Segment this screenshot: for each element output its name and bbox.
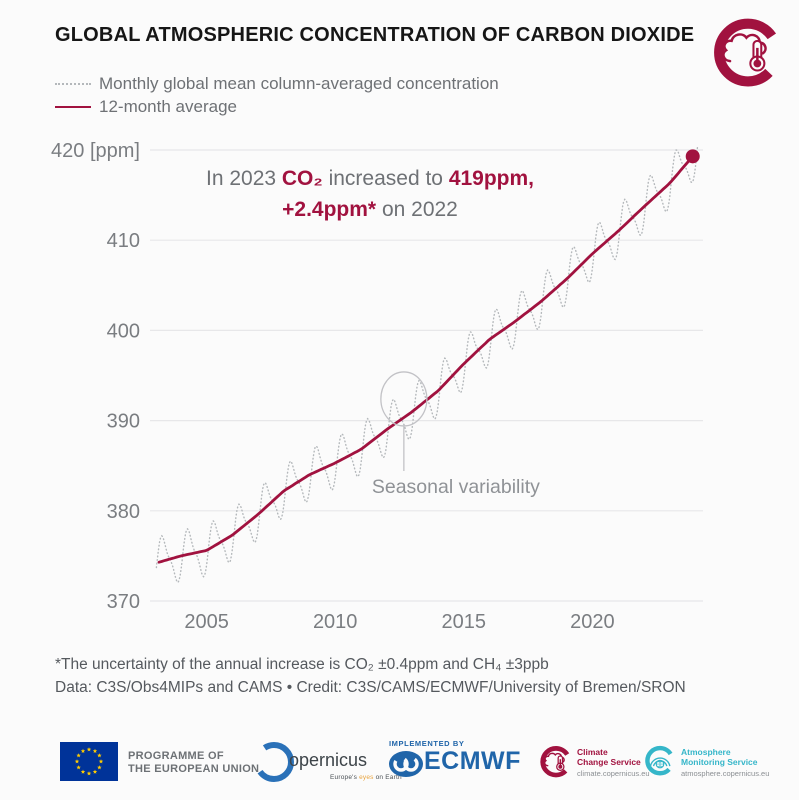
atmosphere-monitoring-service-icon xyxy=(645,745,675,776)
dotted-line-swatch xyxy=(55,82,91,85)
y-tick-label-380: 380 xyxy=(107,501,140,523)
eu-star xyxy=(80,769,86,774)
annotation-increase-value: +2.4ppm* xyxy=(282,198,377,221)
x-tick-label-2010: 2010 xyxy=(313,611,358,633)
logo-crescent xyxy=(540,746,572,778)
eu-programme-line1: PROGRAMME OF xyxy=(128,750,224,762)
x-tick-label-2015: 2015 xyxy=(442,611,487,633)
eu-star xyxy=(86,771,92,776)
eu-flag xyxy=(60,742,118,781)
logo-thermometer-column xyxy=(559,759,562,767)
y-tick-label-410: 410 xyxy=(107,230,140,252)
copernicus-tagline: Europe's eyes on Earth xyxy=(330,774,402,781)
eu-star xyxy=(97,753,102,758)
footnotes: *The uncertainty of the annual increase … xyxy=(55,653,686,699)
x-tick-label-2020: 2020 xyxy=(570,611,615,633)
end-value-dot xyxy=(685,149,700,164)
annotation-text: In 2023 xyxy=(205,167,282,190)
copernicus-arc xyxy=(254,742,294,782)
copernicus-wordmark: opernicus xyxy=(289,750,368,770)
ams-line2: Monitoring Service xyxy=(681,757,758,767)
eu-star xyxy=(74,759,80,764)
ecmwf-c2 xyxy=(403,756,419,772)
annotation-text: on 2022 xyxy=(376,198,458,221)
atmosphere-copernicus-url: atmosphere.copernicus.eu xyxy=(681,769,770,778)
annotation-419ppm: 419ppm, xyxy=(448,167,535,190)
ams-line1: Atmosphere xyxy=(681,747,731,757)
atmosphere-monitoring-service-label: Atmosphere Monitoring Service xyxy=(681,747,758,767)
series-12-month-average xyxy=(157,156,693,564)
logo-thermometer-column xyxy=(756,47,759,62)
copernicus-c-icon xyxy=(254,742,294,782)
annotation-co2: CO₂ xyxy=(281,167,323,190)
footnote-uncertainty: *The uncertainty of the annual increase … xyxy=(55,656,549,673)
y-tick-label-400: 400 xyxy=(107,320,140,342)
y-tick-label-420: 420 [ppm] xyxy=(51,140,140,162)
legend-item-average: 12-month average xyxy=(55,95,499,118)
tagline-text: Europe's xyxy=(330,774,360,781)
x-tick-label-2005: 2005 xyxy=(184,611,229,633)
eu-programme-line2: THE EUROPEAN UNION xyxy=(128,763,260,775)
eu-star xyxy=(92,748,98,753)
c3s-line2: Change Service xyxy=(577,757,641,767)
eu-programme-label: PROGRAMME OF THE EUROPEAN UNION xyxy=(128,750,259,776)
c3s-line1: Climate xyxy=(577,747,608,757)
page-title: GLOBAL ATMOSPHERIC CONCENTRATION OF CARB… xyxy=(55,24,695,46)
eu-star xyxy=(76,753,81,758)
y-tick-label-390: 390 xyxy=(107,411,140,433)
eu-star xyxy=(98,759,104,764)
annotation-2023-increase: In 2023 CO₂ increased to 419ppm, +2.4ppm… xyxy=(130,163,610,225)
climate-change-service-icon xyxy=(540,746,572,778)
solid-line-swatch xyxy=(55,105,91,108)
implemented-by-label: IMPLEMENTED BY xyxy=(389,739,465,748)
eu-flag-stars xyxy=(74,747,104,776)
eu-star xyxy=(86,747,92,752)
ecmwf-c1 xyxy=(393,756,409,772)
y-tick-label-370: 370 xyxy=(107,591,140,613)
eu-star xyxy=(92,769,98,774)
c3s-cloud-thermometer-logo xyxy=(714,18,782,87)
ams-arc-outer xyxy=(649,757,671,767)
ecmwf-wordmark: ECMWF xyxy=(424,747,521,775)
legend-label: 12-month average xyxy=(99,96,237,116)
eu-star xyxy=(97,765,102,770)
eu-star xyxy=(76,765,81,770)
footnote-credit: Data: C3S/Obs4MIPs and CAMS • Credit: C3… xyxy=(55,679,686,696)
callout-label: Seasonal variability xyxy=(372,476,540,498)
eu-star xyxy=(80,748,86,753)
tagline-eyes: eyes xyxy=(359,774,374,781)
ams-globe-meridians xyxy=(656,760,664,768)
climate-change-service-label: Climate Change Service xyxy=(577,747,641,767)
logo-crescent xyxy=(714,18,782,87)
climate-copernicus-url: climate.copernicus.eu xyxy=(577,769,650,778)
legend: Monthly global mean column-averaged conc… xyxy=(55,72,499,118)
logo-thermometer-mercury xyxy=(753,59,762,68)
tagline-text: on Earth xyxy=(373,774,402,781)
annotation-text: increased to xyxy=(322,167,449,190)
ecmwf-icon xyxy=(389,751,423,777)
ams-crescent xyxy=(645,745,675,776)
logo-thermometer-mercury xyxy=(558,764,563,769)
legend-label: Monthly global mean column-averaged conc… xyxy=(99,73,499,93)
legend-item-monthly: Monthly global mean column-averaged conc… xyxy=(55,72,499,95)
